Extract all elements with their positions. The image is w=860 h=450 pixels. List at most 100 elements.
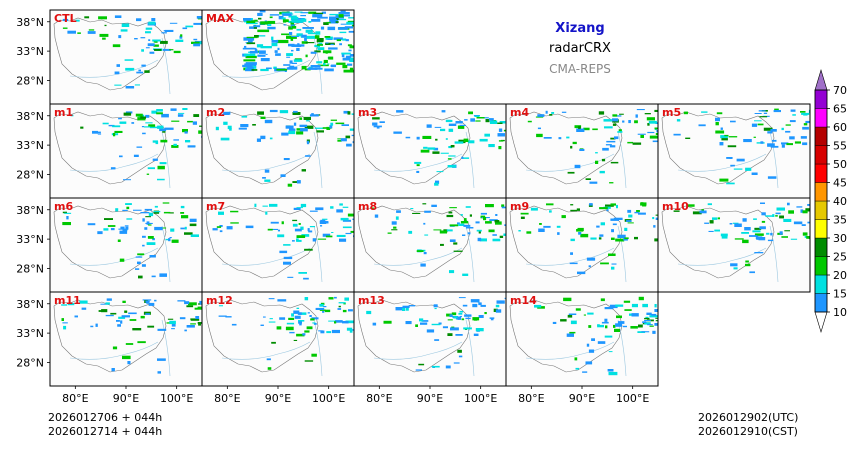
radar-echo [275,53,281,56]
radar-echo [536,133,543,138]
radar-echo [152,140,158,143]
radar-echo [350,230,354,233]
radar-echo [708,230,714,232]
radar-echo [457,316,462,320]
radar-echo [599,234,604,237]
radar-echo [449,224,459,227]
radar-echo [647,131,655,134]
radar-echo [177,114,184,117]
radar-echo [446,214,454,218]
radar-echo [305,42,315,44]
valid-time-utc: 2026012902(UTC) [698,411,799,424]
lon-tick-label: 80°E [518,392,544,405]
radar-echo [652,217,655,220]
radar-echo [145,114,150,118]
radar-echo [323,22,329,25]
radar-echo [427,147,436,150]
radar-echo [190,323,196,325]
radar-echo [461,318,465,321]
radar-echo [187,145,196,148]
colorbar-segment [814,163,828,183]
radar-echo [727,145,737,148]
radar-echo [296,47,300,51]
radar-echo [154,226,163,231]
radar-echo [634,120,638,124]
radar-echo [170,108,177,111]
radar-echo [470,299,480,303]
radar-echo [341,124,349,126]
radar-echo [611,266,615,270]
radar-echo [325,235,333,238]
radar-echo [190,318,200,321]
radar-echo [305,54,308,58]
river-line [373,247,463,266]
radar-echo [745,260,749,263]
radar-echo [145,31,151,34]
radar-echo [114,15,122,18]
radar-echo [188,302,197,306]
radar-echo [80,126,84,129]
radar-echo [159,128,167,132]
radar-echo [294,11,303,13]
radar-echo [476,229,482,232]
radar-echo [305,29,313,33]
radar-echo [141,49,144,52]
radar-echo [520,212,529,215]
radar-echo [147,236,154,239]
radar-echo [488,229,495,233]
radar-echo [152,39,161,42]
radar-echo [742,239,749,244]
radar-echo [338,14,344,18]
radar-echo [503,129,506,132]
radar-echo [267,24,272,26]
radar-echo [462,234,466,236]
radar-echo [803,113,808,116]
radar-echo [112,44,121,48]
radar-echo [342,309,347,313]
radar-echo [325,42,329,44]
radar-echo [301,18,307,22]
panel-label: m5 [662,106,681,119]
radar-echo [607,369,614,372]
radar-echo [309,315,312,317]
radar-echo [330,206,334,209]
radar-echo [649,135,658,139]
radar-echo [395,216,399,220]
radar-echo [241,115,248,118]
radar-echo [254,203,257,208]
radar-echo [112,125,121,128]
panel-background [202,292,354,386]
radar-echo [463,224,471,227]
radar-echo [802,210,808,214]
radar-echo [296,33,303,37]
radar-echo [148,21,156,25]
radar-echo [293,59,303,62]
radar-echo [141,126,144,128]
radar-echo [449,207,457,209]
radar-echo [802,126,809,130]
radar-echo [122,209,128,211]
radar-echo [159,162,167,165]
radar-echo [147,43,155,47]
radar-echo [316,61,323,64]
radar-echo [296,207,303,209]
radar-echo [742,218,747,222]
radar-echo [199,300,202,304]
radar-echo [309,114,319,117]
radar-echo [599,170,605,174]
radar-echo [125,86,135,89]
radar-echo [770,129,777,132]
radar-echo [269,109,278,113]
radar-echo [181,215,189,219]
panel-label: m13 [358,294,385,307]
radar-echo [298,320,305,322]
radar-echo [805,208,810,212]
radar-echo [105,314,114,317]
radar-echo [141,264,146,267]
radar-echo [281,12,293,14]
radar-echo [463,327,472,330]
radar-echo [610,203,616,206]
radar-echo [245,62,257,65]
radar-echo [283,256,293,260]
radar-echo [319,309,326,311]
